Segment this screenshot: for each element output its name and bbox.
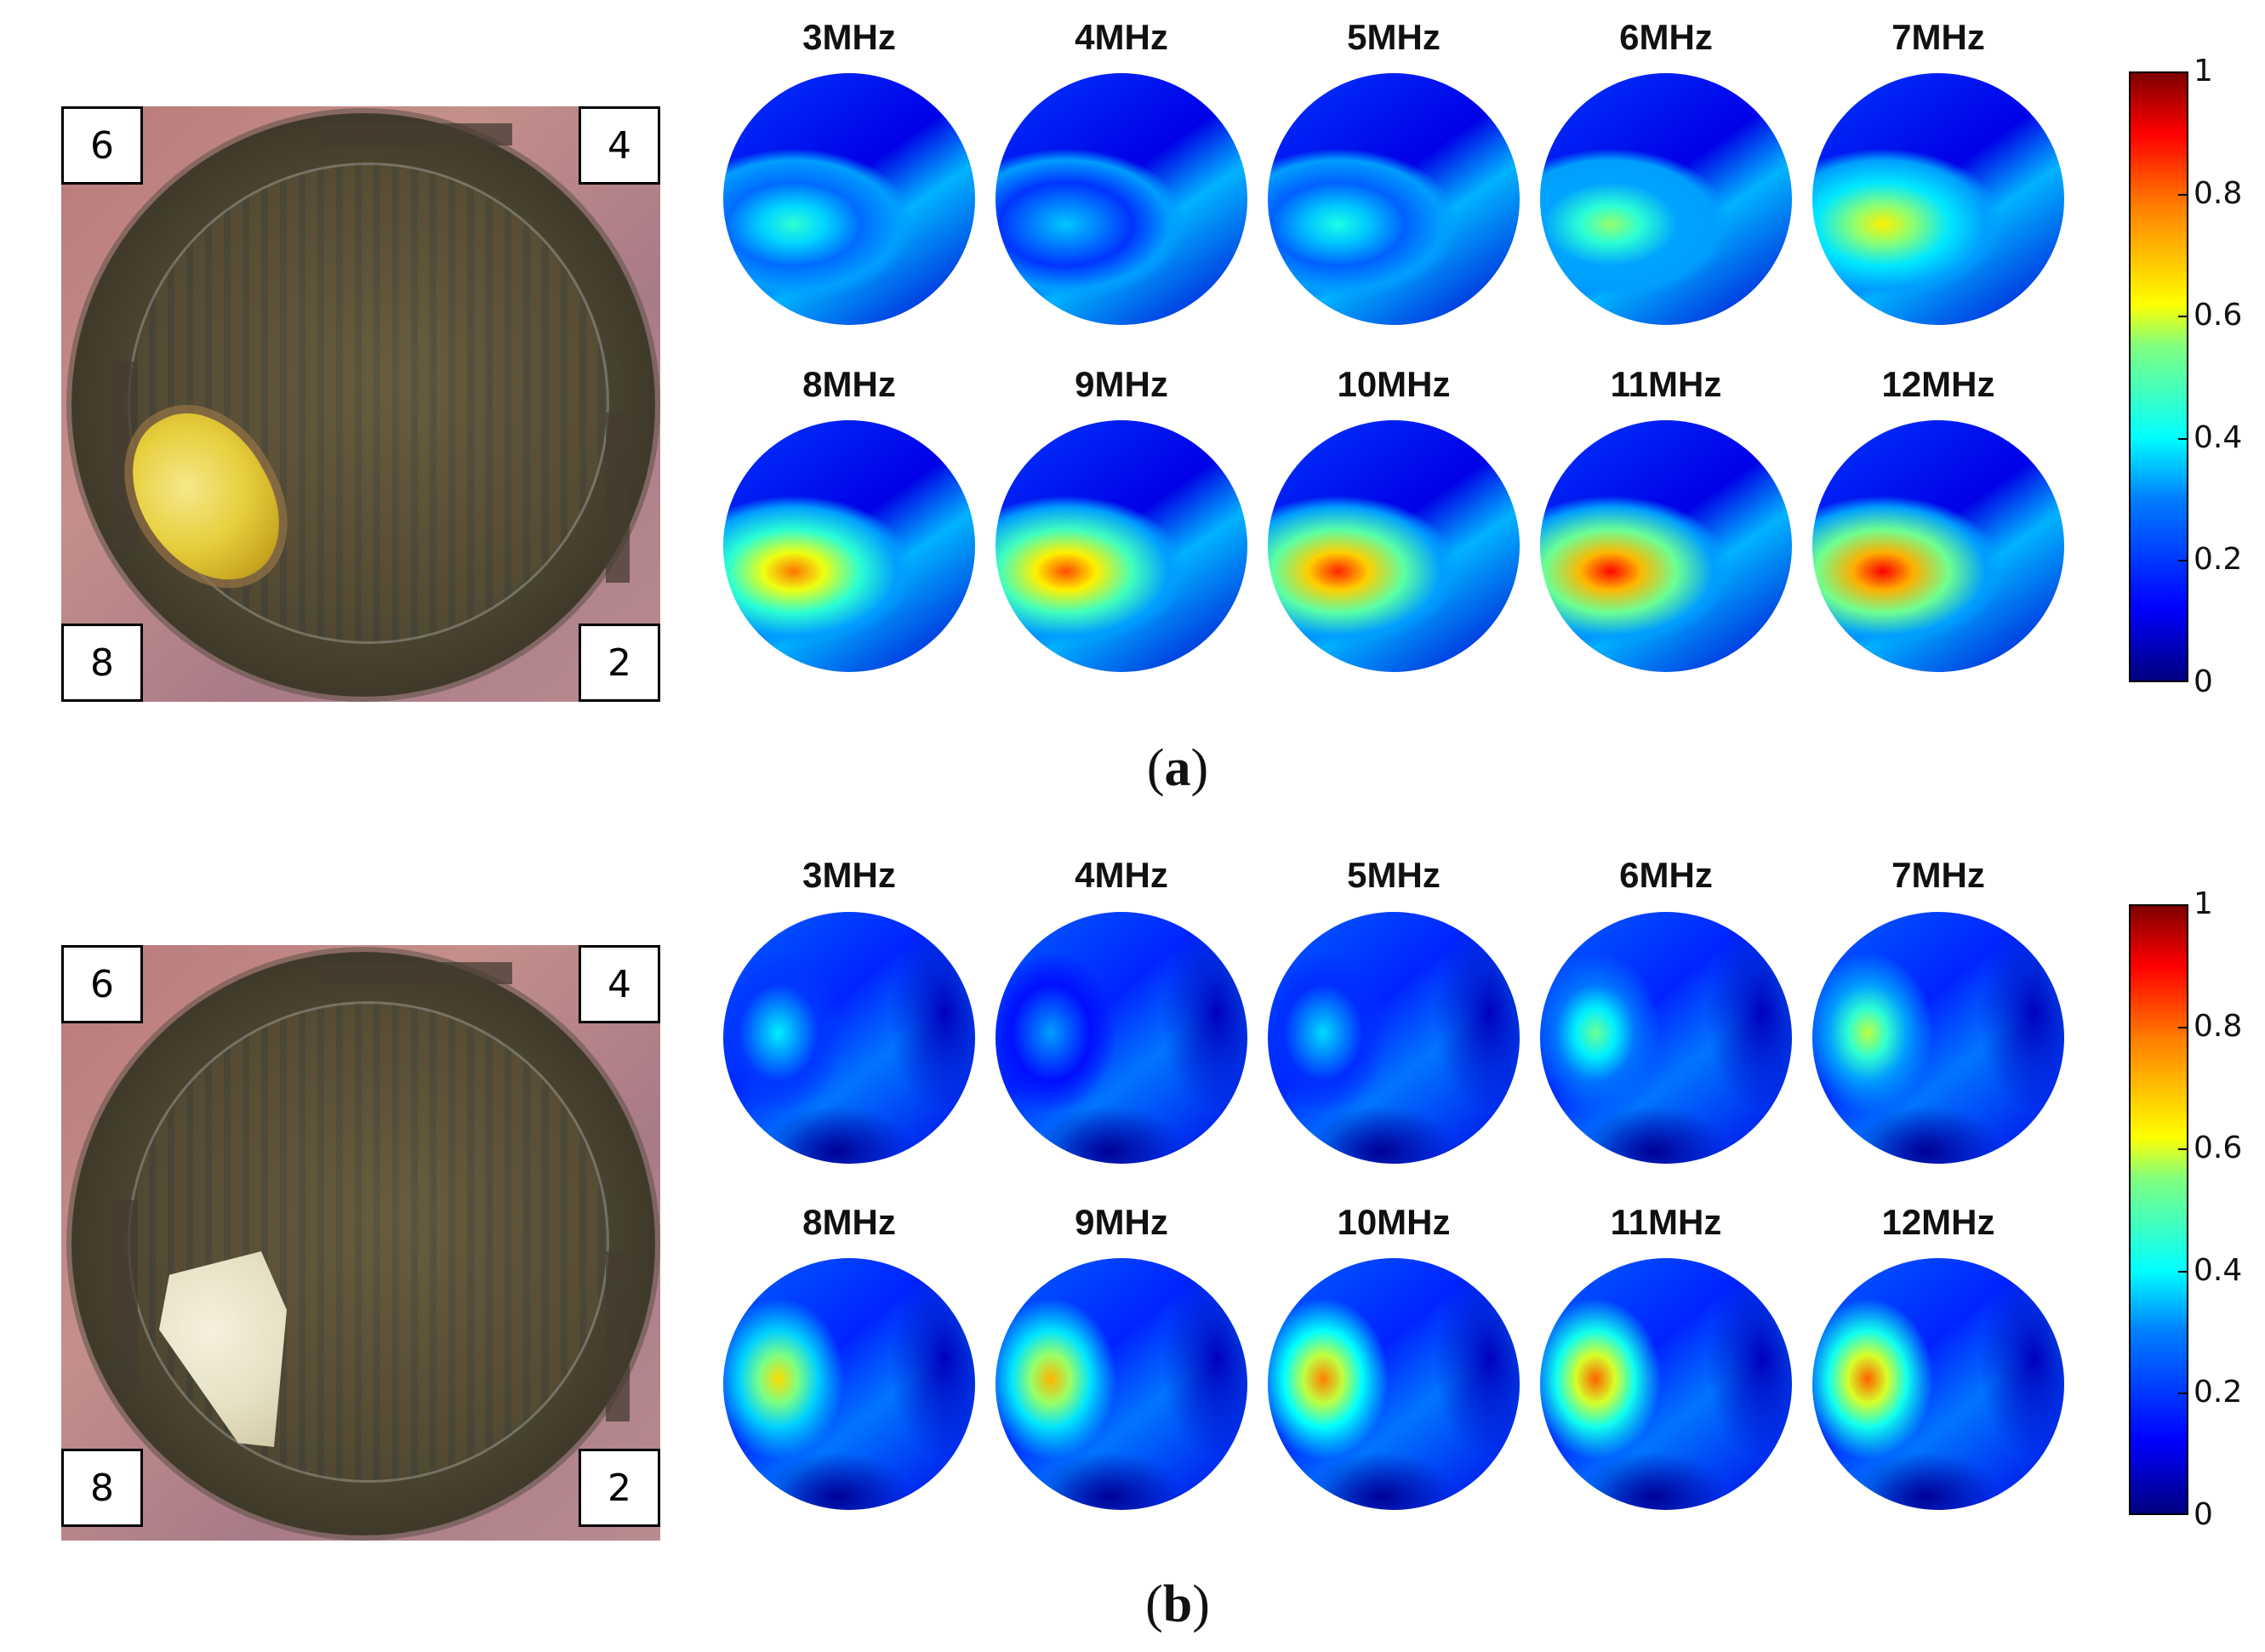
frequency-label: 8MHz	[802, 364, 896, 404]
conductivity-map	[1268, 420, 1520, 672]
frequency-label: 9MHz	[1075, 1202, 1168, 1242]
panel-caption: (b)	[1145, 1575, 1210, 1633]
frequency-label: 7MHz	[1891, 17, 1985, 57]
conductivity-map	[723, 912, 975, 1164]
colorbar-tick-label: 0	[2194, 1497, 2213, 1532]
tape-strip	[606, 1251, 630, 1421]
conductivity-map	[1268, 1258, 1520, 1510]
conductivity-map	[1268, 912, 1520, 1164]
petri-dish-water	[128, 1001, 609, 1483]
electrode-label-top-left: 6	[61, 106, 143, 185]
frequency-label: 3MHz	[802, 17, 896, 57]
colorbar-tick-label: 0	[2194, 664, 2213, 699]
frequency-label: 8MHz	[802, 1202, 896, 1242]
colorbar-tick-label: 0.2	[2194, 1375, 2243, 1410]
conductivity-map	[1812, 1258, 2064, 1510]
colorbar-tick-mark	[2178, 316, 2188, 318]
frequency-label: 6MHz	[1619, 855, 1713, 895]
colorbar-tick-mark	[2178, 1148, 2188, 1151]
panel-b: 6 4 8 2 3MHz 4MHz 5MHz 6MHz 7MHz 8MHz 9MHz 10MH…	[0, 826, 2265, 1652]
conductivity-map	[996, 912, 1247, 1164]
electrode-label-bottom-right: 2	[579, 624, 660, 702]
colorbar-tick-label: 1	[2194, 886, 2213, 921]
electrode-label-top-right: 4	[579, 106, 660, 185]
caption-letter: b	[1162, 1575, 1193, 1633]
conductivity-map	[1540, 420, 1792, 672]
frequency-label: 11MHz	[1610, 364, 1722, 404]
colorbar-tick-mark	[2178, 1270, 2188, 1273]
frequency-label: 12MHz	[1881, 1202, 1995, 1242]
frequency-label: 4MHz	[1075, 855, 1168, 895]
colorbar	[2129, 71, 2188, 682]
frequency-label: 9MHz	[1075, 364, 1168, 404]
colorbar-tick-label: 1	[2194, 54, 2213, 88]
tape-strip	[317, 962, 512, 984]
conductivity-map	[996, 420, 1247, 672]
conductivity-map	[1812, 912, 2064, 1164]
caption-letter: a	[1164, 739, 1191, 797]
frequency-label: 5MHz	[1347, 855, 1441, 895]
conductivity-map	[996, 73, 1247, 325]
frequency-label: 11MHz	[1610, 1202, 1722, 1242]
conductivity-map	[1812, 420, 2064, 672]
electrode-label-bottom-left: 8	[61, 1449, 143, 1527]
conductivity-map	[723, 1258, 975, 1510]
colorbar-tick-label: 0.4	[2194, 419, 2243, 455]
colorbar-tick-label: 0.2	[2194, 542, 2243, 578]
electrode-label-top-right: 4	[579, 945, 660, 1023]
frequency-label: 12MHz	[1881, 364, 1995, 404]
colorbar-tick-mark	[2178, 560, 2188, 562]
colorbar-tick-mark	[2178, 1393, 2188, 1395]
colorbar-tick-label: 0.6	[2194, 1131, 2243, 1166]
frequency-label: 6MHz	[1619, 17, 1713, 57]
colorbar-tick-mark	[2178, 1026, 2188, 1028]
electrode-label-bottom-right: 2	[579, 1449, 660, 1527]
frequency-label: 4MHz	[1075, 17, 1168, 57]
colorbar-tick-label: 0.4	[2194, 1252, 2243, 1288]
frequency-label: 10MHz	[1337, 364, 1451, 404]
electrode-label-bottom-left: 8	[61, 624, 143, 702]
frequency-label: 10MHz	[1337, 1202, 1451, 1242]
panel-a: 6 4 8 2 3MHz 4MHz 5MHz 6MHz 7MHz 8MHz 9MHz 10MH…	[61, 17, 2243, 797]
conductivity-map	[1268, 73, 1520, 325]
dish-photo	[61, 106, 660, 702]
tape-strip	[317, 123, 512, 145]
colorbar-tick-mark	[2178, 437, 2188, 440]
frequency-label: 5MHz	[1347, 17, 1441, 57]
conductivity-map	[996, 1258, 1247, 1510]
conductivity-map	[1812, 73, 2064, 325]
tape-strip	[112, 1200, 138, 1387]
conductivity-map	[1540, 73, 1792, 325]
colorbar-tick-label: 0.8	[2194, 1008, 2243, 1044]
conductivity-map	[1540, 912, 1792, 1164]
colorbar-tick-label: 0.6	[2194, 298, 2243, 333]
electrode-label-top-left: 6	[61, 945, 143, 1023]
conductivity-map	[723, 73, 975, 325]
conductivity-map	[1540, 1258, 1792, 1510]
dish-photo	[61, 945, 660, 1541]
frequency-label: 3MHz	[802, 855, 896, 895]
colorbar-tick-label: 0.8	[2194, 175, 2243, 211]
colorbar	[2129, 904, 2188, 1515]
panel-caption: (a)	[1146, 739, 1209, 797]
tape-strip	[606, 413, 630, 583]
conductivity-map	[723, 420, 975, 672]
colorbar-tick-mark	[2178, 193, 2188, 196]
frequency-label: 7MHz	[1891, 855, 1985, 895]
